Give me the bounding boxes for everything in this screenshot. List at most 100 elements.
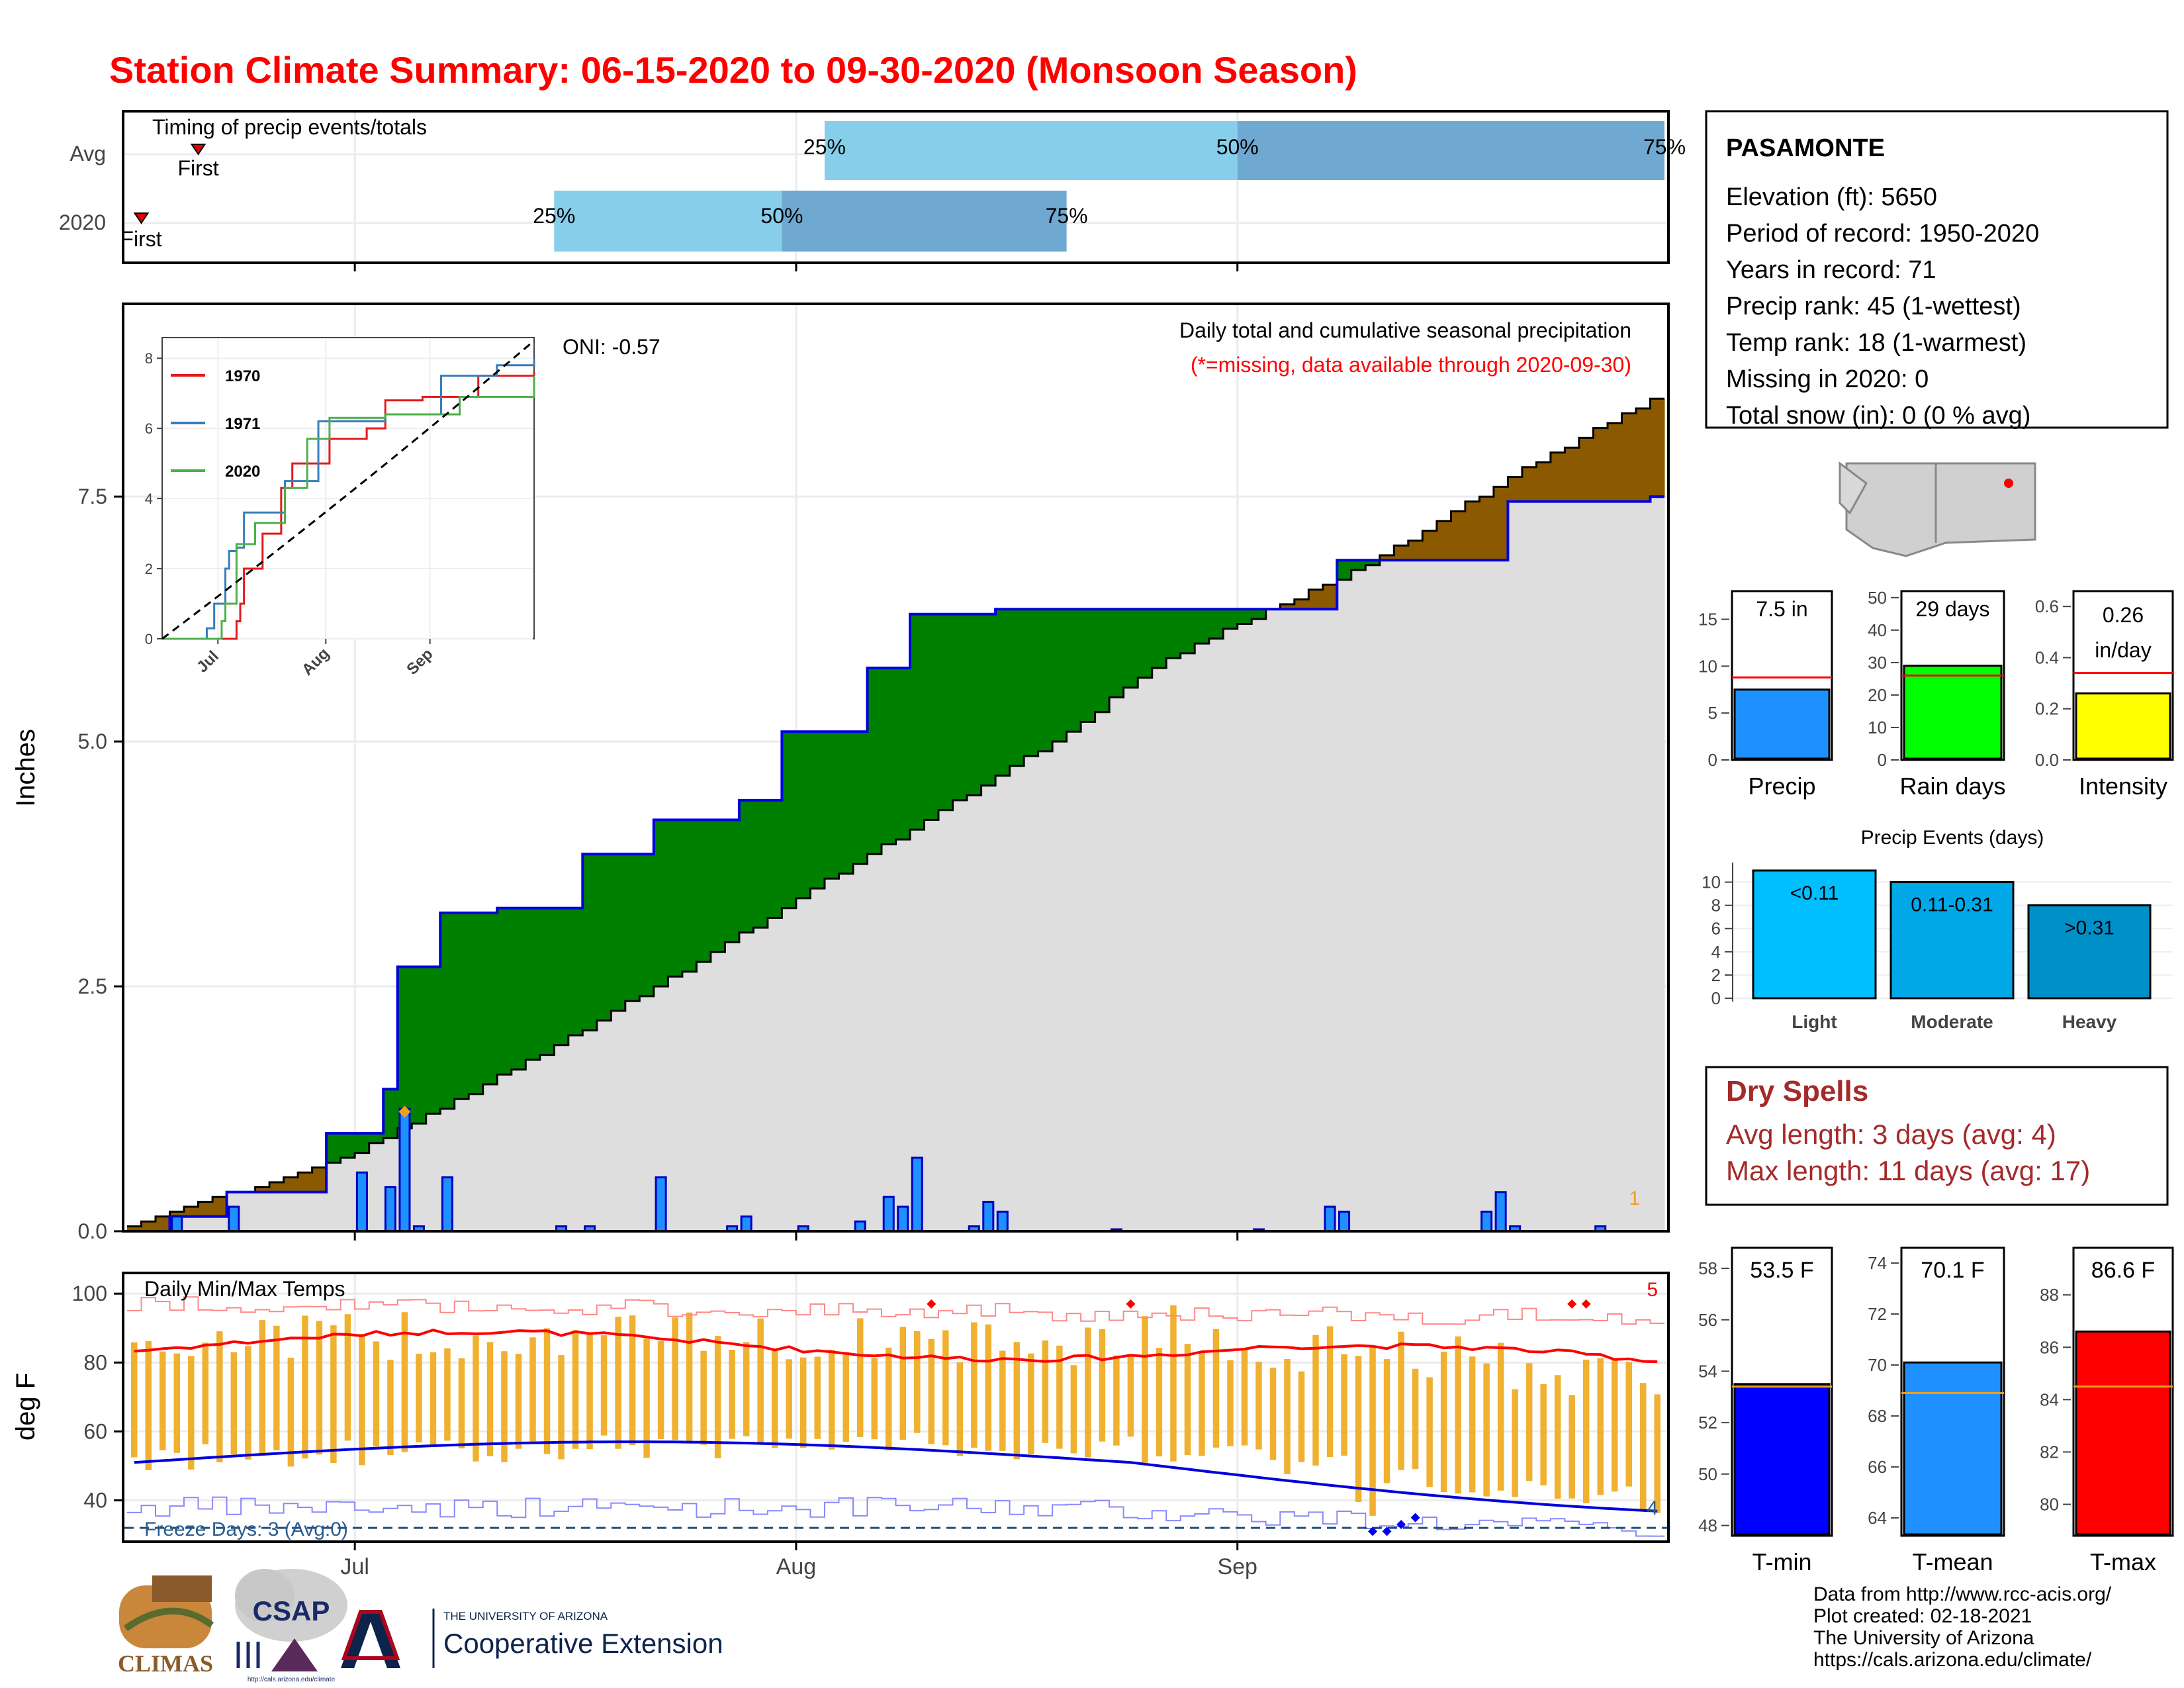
normal-precip-area [1081, 722, 1096, 1231]
events-bar-range: <0.11 [1790, 882, 1839, 904]
small-bar-tick-label: 88 [2040, 1285, 2059, 1305]
daily-temp-range-bar [1298, 1371, 1305, 1462]
daily-temp-range-bar [444, 1348, 451, 1441]
events-tick-label: 0 [1711, 988, 1721, 1008]
temp-ytick-label: 100 [72, 1282, 107, 1305]
daily-precip-bar [171, 1215, 183, 1233]
above-normal-area [554, 908, 569, 1045]
small-bar-tick-label: 86 [2040, 1337, 2059, 1357]
below-normal-area [1621, 413, 1637, 502]
normal-precip-area [568, 1035, 583, 1231]
station-line: Total snow (in): 0 (0 % avg) [1726, 402, 2030, 430]
normal-precip-area [1180, 653, 1195, 1231]
record-low-marker [1368, 1526, 1378, 1536]
normal-precip-area [839, 873, 854, 1231]
normal-precip-area [782, 908, 797, 1231]
daily-temp-range-bar [529, 1337, 536, 1442]
daily-temp-range-bar [899, 1327, 906, 1440]
normal-precip-area [1223, 628, 1238, 1231]
timing-label: Timing of precip events/totals [152, 115, 427, 139]
above-normal-area [1066, 609, 1081, 732]
below-normal-area [269, 1182, 285, 1192]
precip-small-bar-Intensity: 0.0 0.2 0.4 0.6 Intensity 0.26 in/day [2035, 590, 2174, 800]
above-normal-area [568, 908, 583, 1036]
daily-temp-range-bar [1284, 1359, 1291, 1474]
above-normal-area [1109, 609, 1124, 698]
events-tick-label: 8 [1711, 896, 1721, 915]
normal-precip-area [1436, 560, 1451, 1231]
small-bar-tick-label: 70 [1868, 1355, 1887, 1375]
small-bar-top-text: 29 days [1915, 597, 1989, 621]
daily-temp-range-bar [245, 1346, 251, 1460]
normal-precip-area [824, 878, 839, 1231]
daily-temp-range-bar [657, 1340, 664, 1439]
small-bar-tick-label: 68 [1868, 1406, 1887, 1426]
normal-precip-area [1024, 756, 1039, 1231]
daily-temp-range-bar [1369, 1347, 1376, 1516]
normal-precip-area [454, 1099, 469, 1231]
normal-precip-area [1536, 501, 1551, 1231]
precip-note: (*=missing, data available through 2020-… [1191, 353, 1631, 377]
credit-line: The University of Arizona [1813, 1627, 2034, 1649]
above-normal-area [397, 966, 412, 1129]
above-normal-area [725, 820, 740, 943]
normal-precip-area [682, 971, 697, 1231]
small-bar-label: T-min [1752, 1548, 1812, 1575]
daily-temp-range-bar [1640, 1383, 1647, 1512]
daily-temp-range-bar [1028, 1353, 1034, 1454]
below-normal-area [1578, 438, 1594, 502]
above-normal-area [938, 614, 954, 810]
normal-precip-area [1066, 731, 1081, 1231]
below-normal-area [1479, 496, 1494, 561]
above-normal-area [482, 913, 498, 1085]
above-normal-area [981, 614, 996, 786]
normal-precip-area [426, 1113, 441, 1231]
daily-temp-range-bar [1525, 1363, 1533, 1481]
small-bar-top-text: 7.5 in [1756, 597, 1807, 621]
daily-temp-range-bar [216, 1331, 223, 1463]
daily-precip-bar [355, 1171, 368, 1233]
above-normal-area [710, 820, 725, 953]
daily-temp-range-bar [586, 1333, 593, 1450]
daily-precip-bar [982, 1201, 995, 1233]
station-line: Period of record: 1950-2020 [1726, 220, 2039, 248]
normal-precip-area [810, 888, 825, 1231]
events-tick-label: 10 [1702, 872, 1721, 892]
normal-precip-area [412, 1123, 427, 1231]
daily-temp-range-bar [1326, 1326, 1334, 1458]
inset-legend-label: 2020 [225, 463, 260, 481]
normal-precip-area [1251, 619, 1267, 1231]
daily-temp-range-bar [344, 1314, 351, 1441]
normal-precip-area [1479, 560, 1494, 1231]
daily-precip-bar [1338, 1210, 1351, 1233]
small-bar-tick-label: 50 [1868, 588, 1887, 608]
daily-temp-range-bar [572, 1330, 579, 1449]
below-normal-area [298, 1172, 313, 1192]
climas-logo-text: CLIMAS [118, 1650, 213, 1677]
station-info-box: PASAMONTE Elevation (ft): 5650 Period of … [1705, 110, 2169, 430]
precip-panel: Daily total and cumulative seasonal prec… [11, 303, 1670, 1243]
daily-precip-bar [1480, 1210, 1493, 1233]
normal-precip-area [326, 1162, 341, 1231]
station-line: Precip rank: 45 (1-wettest) [1726, 293, 2021, 320]
normal-precip-area [753, 927, 768, 1231]
daily-temp-range-bar [1554, 1375, 1561, 1499]
normal-precip-area [952, 800, 968, 1231]
normal-precip-area [269, 1192, 285, 1231]
above-normal-area [326, 1133, 341, 1163]
daily-precip-bar [441, 1176, 453, 1233]
daily-temp-range-bar [1099, 1329, 1106, 1442]
daily-temp-range-bar [886, 1347, 892, 1451]
temp-ytick-label: 40 [83, 1489, 107, 1513]
normal-max-line [134, 1329, 1658, 1364]
ua-logo: THE UNIVERSITY OF ARIZONA Cooperative Ex… [341, 1609, 723, 1668]
normal-precip-area [611, 1011, 626, 1231]
x-month-label: Aug [776, 1554, 817, 1579]
above-normal-area [867, 668, 882, 855]
below-normal-area [1280, 604, 1295, 610]
above-normal-area [1052, 609, 1068, 742]
events-bar [1752, 869, 1877, 1000]
normal-precip-area [1650, 496, 1665, 1231]
precip-ytick-label: 7.5 [78, 485, 107, 508]
normal-precip-area [1280, 609, 1295, 1231]
